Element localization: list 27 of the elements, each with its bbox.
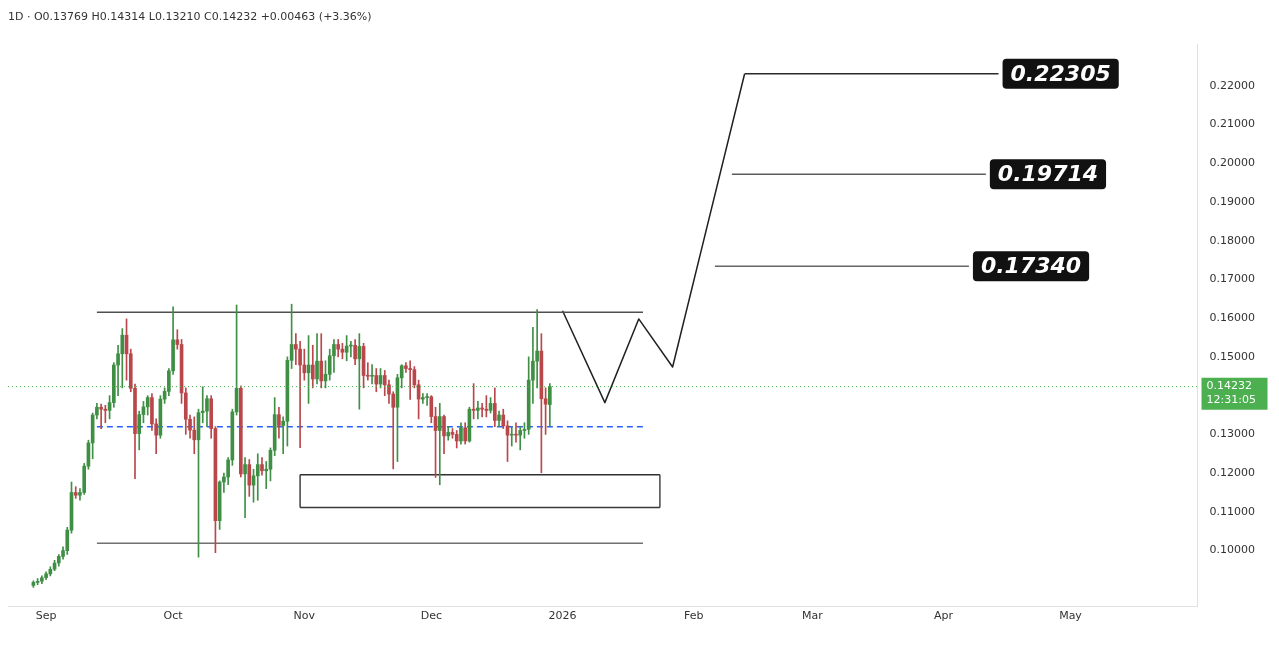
y-tick-label: 0.16000 <box>1209 311 1256 324</box>
y-tick-label: 0.12000 <box>1209 465 1256 479</box>
data-label: 0.17340 <box>980 252 1082 278</box>
y-tick-label: 0.13000 <box>1209 427 1256 441</box>
data-label: 0.19714 <box>997 160 1099 186</box>
y-tick-label: 0.15000 <box>1209 349 1256 363</box>
x-tick-label: May <box>1059 609 1083 623</box>
x-tick-label: Apr <box>934 609 954 623</box>
y-tick-label: 0.11000 <box>1209 504 1256 518</box>
x-tick-label: 2026 <box>548 609 577 623</box>
y-tick-label: 0.20000 <box>1209 156 1256 170</box>
y-tick-label: 0.22000 <box>1209 78 1256 92</box>
y-tick-label: 0.10000 <box>1209 543 1256 557</box>
x-tick-label: Mar <box>801 609 824 623</box>
chart-title: 1D · O0.13769 H0.14314 L0.13210 C0.14232 +0.00463 (+3.36%) <box>8 9 373 25</box>
y-tick-label: 0.17000 <box>1209 272 1256 286</box>
y-tick-label: 0.21000 <box>1209 117 1256 131</box>
data-label: 0.22305 <box>1010 60 1111 86</box>
ref-line-label: 0.14232 <box>1206 378 1253 392</box>
y-tick-label: 0.19000 <box>1209 194 1256 208</box>
x-tick-label: Oct <box>163 609 184 623</box>
x-tick-label: Nov <box>293 609 316 623</box>
x-tick-label: Feb <box>684 609 704 623</box>
x-tick-label: Sep <box>35 609 57 623</box>
text: 12:31:05 <box>1206 392 1256 406</box>
x-tick-label: Dec <box>420 609 442 623</box>
y-tick-label: 0.18000 <box>1209 233 1256 247</box>
